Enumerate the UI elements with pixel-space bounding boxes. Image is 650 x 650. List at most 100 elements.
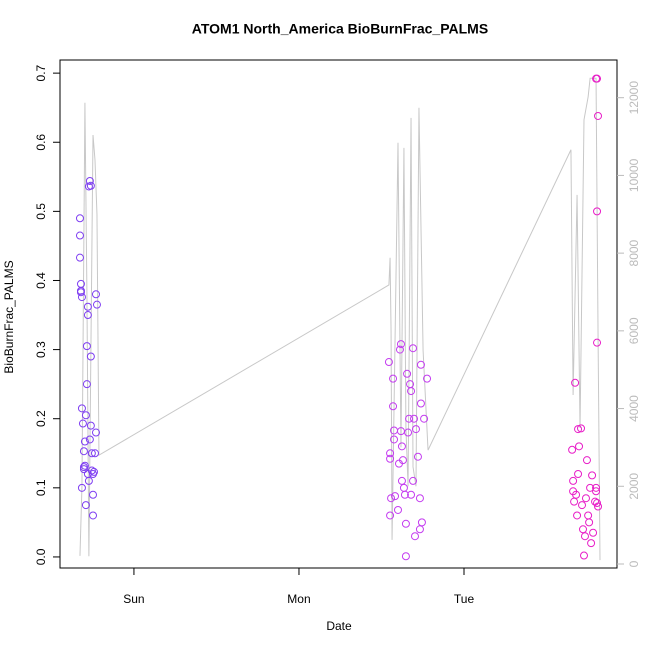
point [575,442,584,451]
point [386,511,395,520]
point [85,435,94,444]
point [391,492,400,501]
point [401,552,410,561]
point [589,528,598,537]
point [387,494,396,503]
point [423,374,432,383]
point [404,428,413,437]
point [574,470,583,479]
point [80,437,89,446]
point [79,465,88,474]
point [396,340,405,349]
point [417,518,426,527]
point [89,490,98,499]
point [386,454,395,463]
point [584,511,593,520]
point [397,442,406,451]
point [579,525,588,534]
point [81,411,90,420]
point [592,483,601,492]
point [78,419,87,428]
point [420,414,429,423]
point [409,344,418,353]
point [411,425,420,434]
line [79,77,601,561]
point [407,387,416,396]
y-tick-label: 0.3 [34,341,48,358]
point [83,302,92,311]
point [410,532,419,541]
point [82,380,91,389]
point [586,483,595,492]
point [75,231,84,240]
point [395,345,404,354]
point [587,539,596,548]
point [574,425,583,434]
point [389,374,398,383]
point [409,476,418,485]
point [405,414,414,423]
point [578,501,587,510]
point [77,483,86,492]
point [86,421,95,430]
y2-tick-label: 12000 [627,81,641,115]
point [89,511,98,520]
point [77,404,86,413]
point [86,352,95,361]
point [410,414,419,423]
point [407,490,416,499]
point [403,369,412,378]
point [416,360,425,369]
point [89,467,98,476]
point [84,476,93,485]
point [80,461,89,470]
point [568,445,577,454]
x-tick-label: Tue [454,592,475,606]
y2-tick-label: 0 [627,560,641,567]
y-tick-label: 0.5 [34,203,48,220]
y-tick-label: 0.2 [34,410,48,427]
point [397,476,406,485]
plot-frame [59,59,618,569]
y-tick-label: 0.4 [34,272,48,289]
y-tick-label: 0.1 [34,479,48,496]
point [83,311,92,320]
x-tick-label: Sun [123,592,144,606]
y2-tick-label: 10000 [627,158,641,192]
point [82,342,91,351]
x-tick-label: Mon [287,592,310,606]
point [75,253,84,262]
chart-title: ATOM1 North_America BioBurnFrac_PALMS [192,21,488,37]
point [588,471,597,480]
point [91,290,100,299]
point [79,463,88,472]
point [77,293,86,302]
point [390,435,399,444]
point [87,466,96,475]
point [572,490,581,499]
point [573,511,582,520]
point [79,447,88,456]
point [401,519,410,528]
point [87,449,96,458]
point [76,288,85,297]
y-tick-label: 0.0 [34,548,48,565]
point [389,402,398,411]
y-tick-label: 0.7 [34,64,48,81]
point [571,378,580,387]
y2-tick-label: 6000 [627,317,641,344]
point [570,497,579,506]
y-tick-label: 0.6 [34,134,48,151]
point [593,74,602,83]
point [81,501,90,510]
y2-tick-label: 4000 [627,395,641,422]
y-axis-label: BioBurnFrac_PALMS [2,260,16,373]
point [92,300,101,309]
y2-tick-label: 8000 [627,239,641,266]
point [580,532,589,541]
point [75,214,84,223]
point [91,428,100,437]
point [577,424,586,433]
point [415,494,424,503]
